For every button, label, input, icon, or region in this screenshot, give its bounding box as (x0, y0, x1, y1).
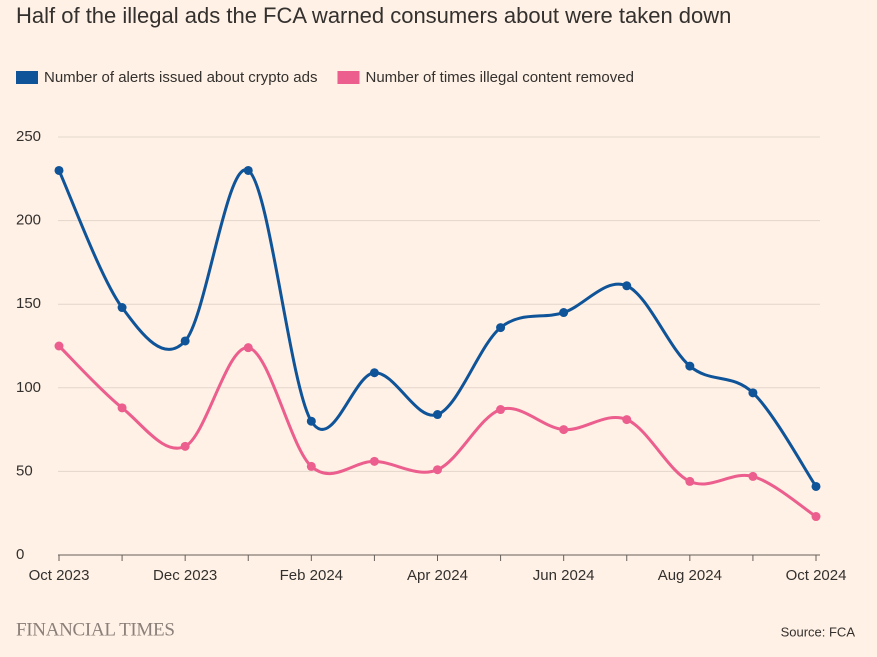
data-point (306, 416, 316, 426)
x-tick-label: Oct 2023 (29, 567, 90, 584)
data-point (433, 410, 442, 420)
y-tick-label: 50 (16, 462, 33, 479)
source: Source: FCA (781, 624, 856, 639)
x-tick-label: Apr 2024 (407, 567, 468, 584)
data-point (748, 471, 758, 481)
x-tick-label: Aug 2024 (658, 567, 722, 584)
legend-swatch (337, 71, 360, 84)
data-point (117, 303, 127, 313)
data-point (243, 165, 253, 175)
data-point (433, 465, 442, 475)
data-point (369, 368, 379, 378)
legend-label: Number of times illegal content removed (365, 69, 633, 86)
data-point (243, 343, 253, 353)
y-tick-label: 150 (16, 295, 41, 312)
y-tick-label: 100 (16, 379, 41, 396)
data-point (622, 281, 632, 291)
data-point (748, 388, 758, 398)
legend-label: Number of alerts issued about crypto ads (44, 69, 317, 86)
data-point (685, 361, 695, 371)
data-point (180, 336, 190, 346)
chart-title: Half of the illegal ads the FCA warned c… (16, 3, 731, 28)
y-tick-label: 250 (16, 128, 41, 145)
x-tick-label: Dec 2023 (153, 567, 217, 584)
data-point (496, 405, 506, 415)
data-point (559, 308, 569, 318)
x-tick-label: Jun 2024 (533, 567, 595, 584)
data-point (496, 323, 506, 333)
x-tick-label: Oct 2024 (786, 567, 847, 584)
data-point (369, 456, 379, 466)
data-point (685, 476, 695, 486)
data-point (180, 441, 190, 451)
legend-swatch (16, 71, 38, 84)
x-tick-label: Feb 2024 (280, 567, 343, 584)
data-point (811, 481, 821, 491)
data-point (559, 425, 569, 435)
brand: FINANCIAL TIMES (16, 619, 175, 640)
data-point (117, 403, 127, 413)
data-point (54, 165, 64, 175)
data-point (811, 512, 821, 522)
y-tick-label: 200 (16, 212, 41, 229)
data-point (54, 341, 64, 351)
data-point (306, 461, 316, 471)
data-point (622, 415, 632, 425)
y-tick-label: 0 (16, 546, 24, 563)
